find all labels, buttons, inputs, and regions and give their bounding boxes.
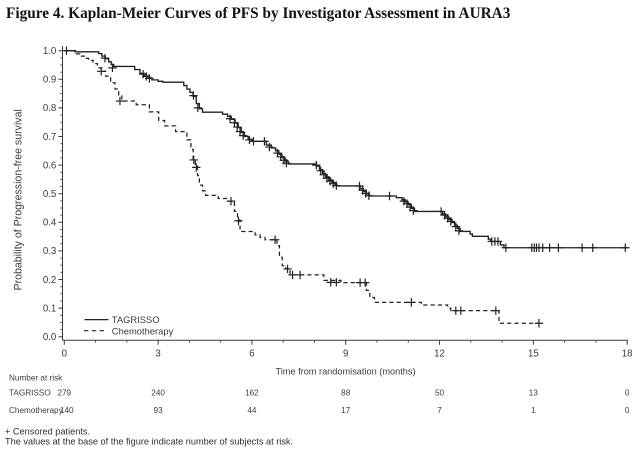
svg-text:Chemotherapy: Chemotherapy [9, 406, 64, 415]
svg-text:12: 12 [434, 349, 445, 360]
svg-text:279: 279 [57, 389, 71, 398]
svg-text:0.7: 0.7 [43, 132, 56, 143]
svg-text:0: 0 [625, 406, 630, 415]
svg-text:162: 162 [245, 389, 259, 398]
svg-text:44: 44 [247, 406, 257, 415]
svg-text:50: 50 [435, 389, 445, 398]
svg-text:93: 93 [154, 406, 164, 415]
svg-text:0.1: 0.1 [43, 303, 56, 314]
svg-text:18: 18 [622, 349, 633, 360]
svg-text:9: 9 [343, 349, 348, 360]
svg-text:0: 0 [625, 389, 630, 398]
svg-text:88: 88 [341, 389, 351, 398]
svg-text:3: 3 [155, 349, 160, 360]
svg-text:0.0: 0.0 [43, 332, 57, 343]
svg-text:13: 13 [529, 389, 539, 398]
svg-text:Chemotherapy: Chemotherapy [112, 325, 174, 336]
svg-text:0: 0 [62, 349, 68, 360]
svg-text:140: 140 [60, 406, 74, 415]
svg-text:Time from randomisation (month: Time from randomisation (months) [275, 367, 415, 377]
svg-text:15: 15 [528, 349, 539, 360]
svg-text:TAGRISSO: TAGRISSO [112, 314, 160, 325]
svg-text:1: 1 [531, 406, 536, 415]
svg-text:1.0: 1.0 [43, 46, 57, 57]
svg-text:17: 17 [341, 406, 351, 415]
svg-text:0.3: 0.3 [43, 246, 56, 257]
svg-text:0.8: 0.8 [43, 103, 56, 114]
svg-text:0.6: 0.6 [43, 160, 56, 171]
svg-text:0.2: 0.2 [43, 275, 56, 286]
svg-text:7: 7 [437, 406, 442, 415]
svg-text:TAGRISSO: TAGRISSO [9, 389, 51, 398]
svg-text:240: 240 [151, 389, 165, 398]
svg-text:6: 6 [249, 349, 254, 360]
svg-text:+ Censored patients.: + Censored patients. [5, 427, 90, 437]
svg-text:The values at the base of the: The values at the base of the figure ind… [5, 437, 293, 447]
svg-text:Probability of Progression-fre: Probability of Progression-free survival [12, 109, 24, 290]
svg-text:0.5: 0.5 [43, 189, 56, 200]
svg-text:Number at risk: Number at risk [9, 373, 63, 382]
svg-text:0.9: 0.9 [43, 75, 56, 86]
svg-text:0.4: 0.4 [43, 218, 57, 229]
